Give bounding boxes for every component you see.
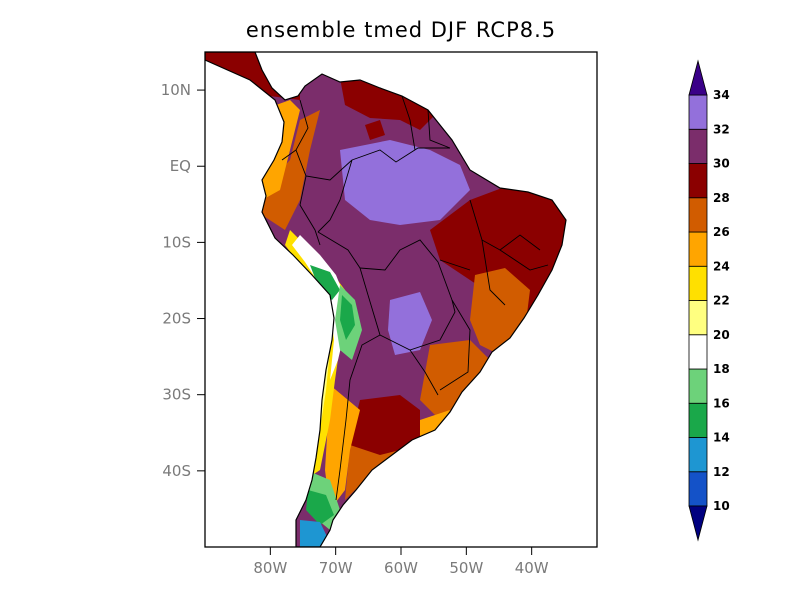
y-tick-label: 40S xyxy=(162,462,191,480)
colorbar: 10 12 14 16 18 20 22 24 26 28 30 32 34 xyxy=(688,59,730,542)
colorbar-segment xyxy=(688,334,708,370)
colorbar-segment xyxy=(688,94,708,130)
colorbar-segment xyxy=(688,231,708,267)
colorbar-label: 30 xyxy=(713,157,730,171)
colorbar-label: 24 xyxy=(713,259,730,273)
colorbar-label: 22 xyxy=(713,294,730,308)
colorbar-label: 32 xyxy=(713,122,730,136)
x-tick-label: 40W xyxy=(515,559,549,577)
colorbar-segment xyxy=(688,300,708,336)
temperature-field xyxy=(205,52,566,547)
colorbar-label: 18 xyxy=(713,362,730,376)
colorbar-label: 12 xyxy=(713,465,730,479)
colorbar-segment xyxy=(688,471,708,507)
colorbar-label: 34 xyxy=(713,88,730,102)
colorbar-under-triangle xyxy=(688,505,708,542)
colorbar-segment xyxy=(688,402,708,438)
colorbar-label: 26 xyxy=(713,225,730,239)
x-tick-label: 60W xyxy=(384,559,418,577)
x-tick-label: 70W xyxy=(319,559,353,577)
colorbar-segment xyxy=(688,437,708,473)
y-tick-label: 10N xyxy=(161,81,191,99)
map-axes: 10N EQ 10S 20S 30S 40S 80W 70W 60W 50W 40W xyxy=(161,81,549,577)
colorbar-segment xyxy=(688,128,708,164)
colorbar-label: 28 xyxy=(713,191,730,205)
colorbar-segment xyxy=(688,265,708,301)
colorbar-segment xyxy=(688,368,708,404)
colorbar-label: 10 xyxy=(713,499,730,513)
y-tick-label: 10S xyxy=(162,233,191,251)
colorbar-segment xyxy=(688,197,708,233)
y-tick-label: 30S xyxy=(162,386,191,404)
map-title: ensemble tmed DJF RCP8.5 xyxy=(245,18,557,42)
colorbar-segment xyxy=(688,163,708,199)
y-tick-label: 20S xyxy=(162,310,191,328)
y-tick-label: EQ xyxy=(170,157,191,175)
colorbar-over-triangle xyxy=(688,59,708,96)
colorbar-label: 14 xyxy=(713,431,730,445)
colorbar-label: 16 xyxy=(713,396,730,410)
colorbar-label: 20 xyxy=(713,328,730,342)
x-tick-label: 80W xyxy=(253,559,287,577)
country-borders xyxy=(281,95,549,501)
x-tick-label: 50W xyxy=(449,559,483,577)
